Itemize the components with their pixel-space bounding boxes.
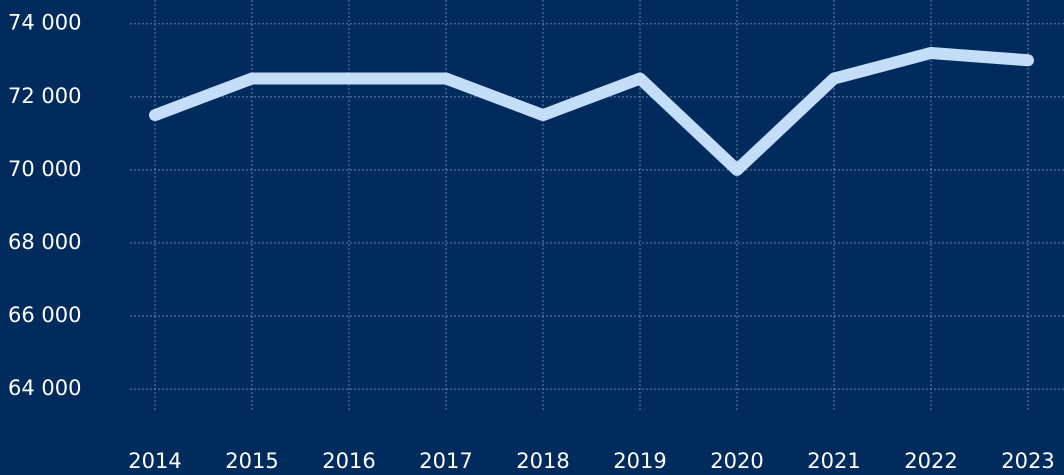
x-tick-label: 2018	[516, 449, 569, 473]
y-tick-label: 64 000	[8, 376, 81, 400]
y-tick-label: 72 000	[8, 84, 81, 108]
x-tick-label: 2020	[710, 449, 763, 473]
x-tick-label: 2019	[613, 449, 666, 473]
y-tick-label: 74 000	[8, 11, 81, 35]
y-tick-label: 66 000	[8, 303, 81, 327]
x-tick-label: 2016	[322, 449, 375, 473]
y-tick-label: 70 000	[8, 157, 81, 181]
x-tick-label: 2017	[419, 449, 472, 473]
x-tick-label: 2014	[128, 449, 181, 473]
x-tick-label: 2022	[904, 449, 957, 473]
y-tick-label: 68 000	[8, 230, 81, 254]
data-line	[149, 46, 1034, 176]
x-tick-label: 2023	[1001, 449, 1054, 473]
x-tick-label: 2015	[225, 449, 278, 473]
x-tick-label: 2021	[807, 449, 860, 473]
